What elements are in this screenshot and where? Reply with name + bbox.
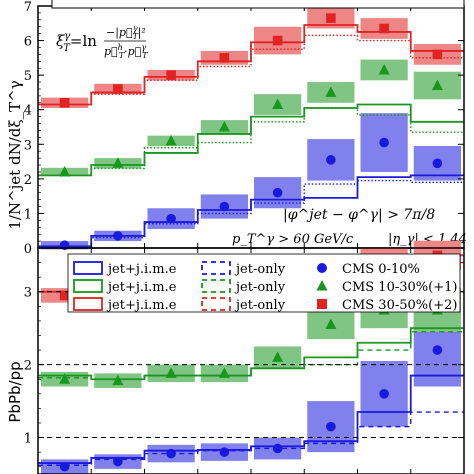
formula-lhs-sup: γ bbox=[64, 31, 70, 42]
cut-dphi: |φ^jet − φ^γ| > 7π/8 bbox=[283, 207, 435, 223]
data-marker bbox=[112, 374, 124, 386]
formula-den-mid: · bbox=[124, 45, 128, 58]
data-marker bbox=[378, 63, 390, 75]
svg-text:−|p⃗Tγ|²: −|p⃗Tγ|² bbox=[106, 24, 146, 41]
data-marker bbox=[59, 461, 70, 472]
data-marker bbox=[219, 53, 230, 63]
data-marker bbox=[166, 448, 176, 459]
y-tick-label: 1 bbox=[24, 432, 32, 447]
legend-model-label: jet+j.i.m.e bbox=[106, 298, 177, 313]
data-marker bbox=[379, 23, 389, 34]
legend-model-label: jet+j.i.m.e bbox=[106, 280, 177, 295]
data-marker bbox=[59, 290, 70, 301]
y-tick-label: 3 bbox=[24, 138, 32, 153]
formula-lhs-sub: T bbox=[63, 43, 71, 54]
y-tick-label: 2 bbox=[24, 359, 32, 374]
y-tick-label: 0 bbox=[24, 242, 32, 257]
y-tick-label: 5 bbox=[24, 69, 32, 84]
data-marker bbox=[165, 367, 177, 378]
legend-marker bbox=[317, 263, 327, 273]
data-marker bbox=[379, 389, 389, 399]
formula-lhs: ξ bbox=[56, 32, 65, 50]
formula-eq: =ln bbox=[70, 32, 97, 50]
legend-series-label: CMS 30-50%(+2) bbox=[342, 298, 457, 313]
data-marker bbox=[112, 157, 124, 168]
y-tick-label: 4 bbox=[24, 104, 32, 119]
data-marker bbox=[325, 86, 337, 97]
formula-den-sup2: γ bbox=[141, 43, 146, 52]
y-tick-label: 2 bbox=[24, 173, 32, 188]
data-marker bbox=[272, 35, 283, 46]
jetonly-step-line bbox=[38, 331, 464, 380]
data-marker bbox=[272, 443, 283, 454]
data-marker bbox=[218, 121, 230, 132]
data-marker bbox=[165, 134, 177, 146]
data-marker bbox=[326, 155, 336, 165]
svg-text:ξγT=ln: ξγ T=ln bbox=[56, 31, 97, 54]
y-tick-label: 7 bbox=[24, 0, 32, 15]
data-marker bbox=[432, 49, 443, 60]
legend-model-swatch bbox=[73, 261, 103, 275]
data-marker bbox=[431, 79, 443, 91]
y-tick-label: 3 bbox=[24, 286, 32, 301]
formula-num-sub: T bbox=[133, 32, 139, 41]
data-marker bbox=[59, 165, 71, 177]
data-marker bbox=[113, 231, 123, 241]
formula-den-end: p⃗ bbox=[128, 45, 142, 58]
data-marker bbox=[59, 373, 71, 384]
legend-jetonly-swatch bbox=[201, 279, 231, 293]
formula-den-sub2: T bbox=[142, 51, 148, 60]
top-ylabel: 1/N^jet dN/dξ_T^γ bbox=[6, 80, 24, 229]
cut-pt: p_T^γ > 60 GeV/c bbox=[232, 232, 354, 247]
data-marker bbox=[432, 158, 443, 169]
legend-model-swatch bbox=[73, 279, 103, 293]
legend-jetonly-swatch bbox=[201, 297, 231, 311]
data-marker bbox=[166, 213, 176, 224]
data-marker bbox=[113, 84, 123, 94]
data-marker bbox=[219, 447, 230, 457]
data-marker bbox=[326, 13, 336, 23]
formula-num-end: |² bbox=[138, 26, 146, 40]
data-marker bbox=[325, 318, 337, 330]
bottom-ylabel: PbPb/pp bbox=[6, 361, 24, 422]
data-marker bbox=[218, 367, 230, 378]
legend-series-label: CMS 10-30%(+1) bbox=[342, 280, 457, 295]
data-marker bbox=[59, 98, 70, 108]
legend-jetonly-label: jet-only bbox=[234, 298, 286, 313]
legend-series-label: CMS 0-10% bbox=[342, 262, 420, 277]
jetonly-step-line bbox=[38, 107, 464, 177]
legend-jetonly-swatch bbox=[201, 261, 231, 275]
data-marker bbox=[113, 456, 123, 467]
legend: jet+j.i.m.e jet-only CMS 0-10% jet+j.i.m.e j… bbox=[67, 253, 461, 313]
formula-den: p⃗ bbox=[104, 45, 118, 58]
data-marker bbox=[379, 137, 389, 148]
top-header-box bbox=[51, 0, 465, 9]
data-marker bbox=[432, 345, 443, 355]
data-marker bbox=[272, 98, 284, 110]
data-marker bbox=[326, 421, 336, 432]
legend-marker bbox=[316, 280, 328, 291]
data-marker bbox=[219, 201, 230, 212]
data-marker bbox=[272, 351, 284, 362]
legend-jetonly-label: jet-only bbox=[234, 280, 286, 295]
legend-rows: jet+j.i.m.e jet-only CMS 0-10% jet+j.i.m.e j… bbox=[73, 261, 457, 313]
y-tick-label: 1 bbox=[24, 207, 32, 222]
data-marker bbox=[166, 70, 176, 80]
svg-text:p⃗hT·p⃗γT: p⃗h T·p⃗γ T bbox=[104, 43, 148, 60]
formula-num: −|p⃗ bbox=[106, 26, 133, 40]
formula-den-sub: T bbox=[119, 51, 125, 60]
data-marker bbox=[272, 187, 283, 198]
xi-formula: ξγ T=ln −|p⃗Tγ|² p⃗h T·p⃗γ T bbox=[56, 24, 148, 60]
jetonly-step-line bbox=[38, 34, 464, 106]
legend-jetonly-label: jet-only bbox=[234, 262, 286, 277]
legend-model-label: jet+j.i.m.e bbox=[106, 262, 177, 277]
y-tick-label: 6 bbox=[24, 35, 32, 50]
legend-model-swatch bbox=[73, 297, 103, 311]
formula-den-sup: h bbox=[118, 43, 123, 52]
legend-marker bbox=[317, 299, 327, 309]
formula-num-sup: γ bbox=[133, 24, 138, 33]
